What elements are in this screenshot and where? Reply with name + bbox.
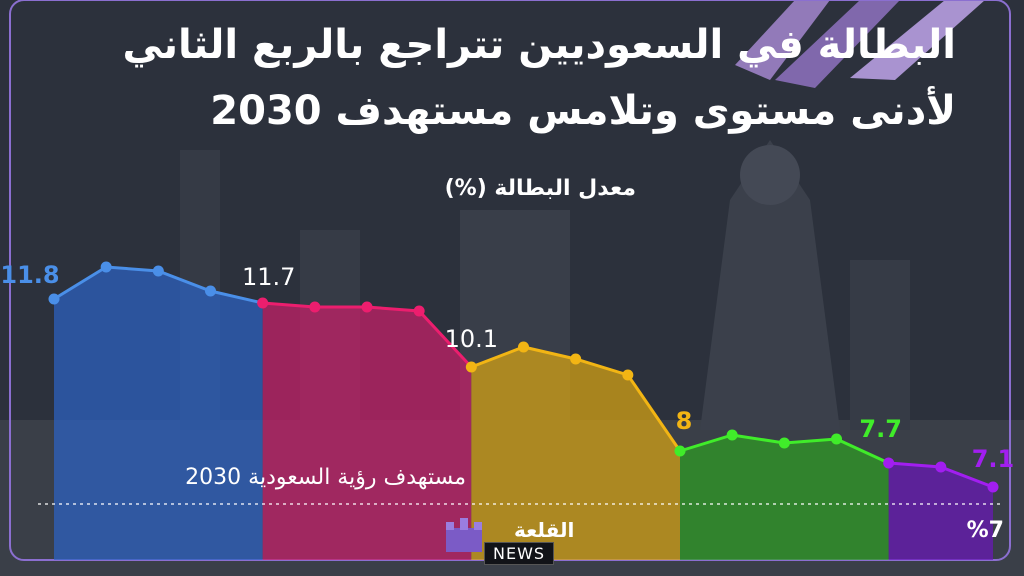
data-point — [48, 293, 60, 305]
alqalaa-news-logo: القلعة NEWS — [442, 512, 604, 568]
data-label: 10.1 — [445, 325, 498, 353]
data-label: 8 — [676, 407, 693, 435]
target-2030-label: مستهدف رؤية السعودية 2030 — [185, 465, 466, 490]
series-band-purple — [888, 463, 993, 560]
page-title-line-1: البطالة في السعوديين تتراجع بالربع الثان… — [122, 22, 956, 68]
data-point — [883, 457, 895, 469]
data-point — [361, 301, 373, 313]
chart-subtitle: معدل البطالة (%) — [444, 176, 636, 201]
data-label: 11.7 — [242, 263, 295, 291]
data-point — [778, 437, 790, 449]
castle-icon — [446, 518, 482, 552]
logo-tag: NEWS — [484, 542, 555, 565]
data-point — [622, 369, 634, 381]
data-point — [257, 297, 269, 309]
data-point — [726, 429, 738, 441]
target-value-label: %7 — [967, 518, 1004, 543]
data-point — [987, 481, 999, 493]
data-point — [831, 433, 842, 445]
data-point — [413, 305, 425, 317]
series-band-yellow — [471, 347, 680, 560]
data-point — [309, 301, 321, 313]
data-point — [205, 285, 216, 297]
series-band-blue — [54, 267, 263, 560]
data-point — [465, 361, 477, 373]
data-point — [935, 461, 947, 473]
data-point — [674, 445, 686, 457]
page-title-line-2: لأدنى مستوى وتلامس مستهدف 2030 — [210, 88, 956, 134]
data-label: 7.7 — [859, 415, 902, 443]
data-label: 7.1 — [972, 445, 1015, 473]
data-point — [152, 265, 164, 277]
logo-name: القلعة — [514, 518, 575, 542]
series-band-green — [680, 435, 889, 560]
series-band-pink — [262, 303, 472, 560]
data-point — [518, 341, 529, 353]
data-point — [100, 261, 112, 273]
data-label: 11.8 — [0, 261, 59, 289]
data-point — [570, 353, 582, 365]
